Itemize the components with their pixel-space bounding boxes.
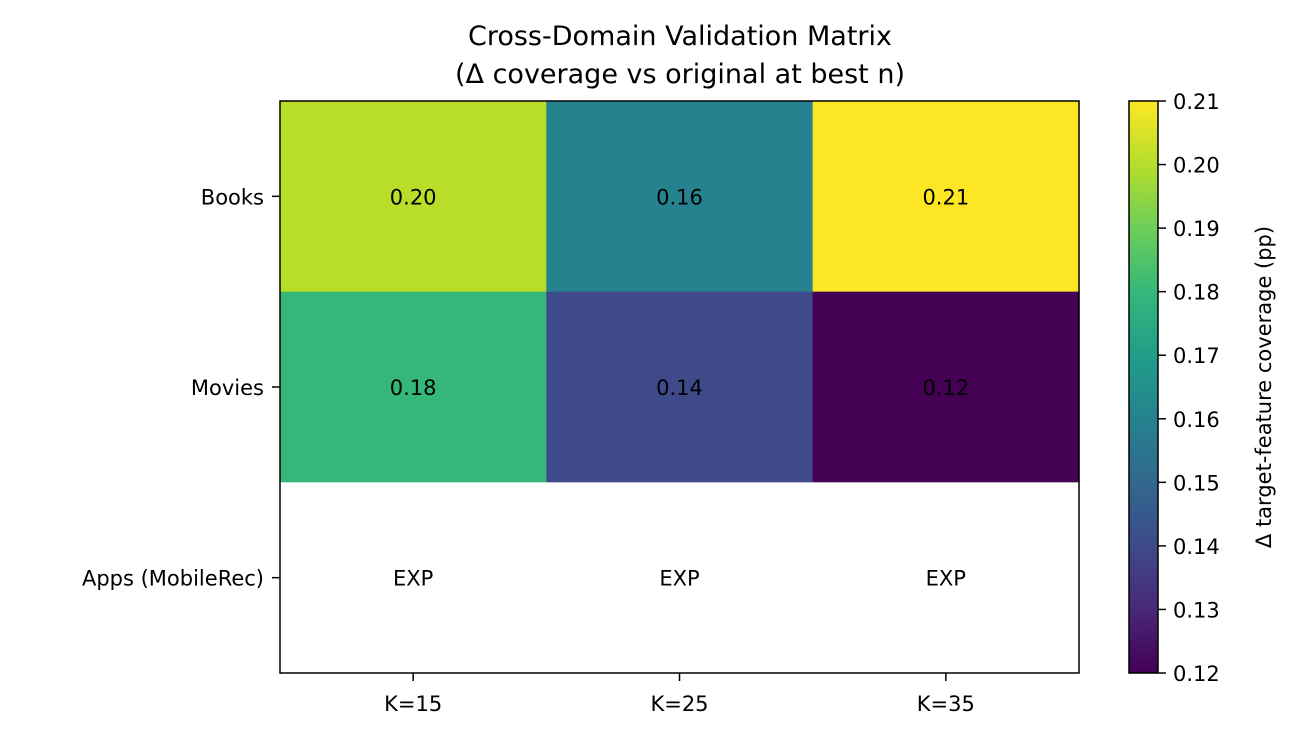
colorbar-tick-label: 0.13	[1173, 598, 1220, 622]
x-tick-label: K=15	[384, 692, 442, 716]
colorbar: 0.12 0.13 0.14 0.15 0.16 0.17 0.18 0.19 0.20 0.21…	[1128, 90, 1276, 686]
cell-value-label: 0.20	[390, 185, 437, 209]
heatmap-cell	[280, 101, 547, 293]
heatmap-cell	[812, 291, 1080, 483]
x-tick-label: K=35	[917, 692, 975, 716]
colorbar-label: Δ target-feature coverage (pp)	[1252, 226, 1276, 548]
heatmap-cell	[812, 482, 1080, 674]
cell-value-label: EXP	[926, 567, 966, 591]
colorbar-tick-label: 0.14	[1173, 535, 1220, 559]
colorbar-tick-label: 0.15	[1173, 471, 1220, 495]
colorbar-ticks: 0.12 0.13 0.14 0.15 0.16 0.17 0.18 0.19 0.20 0.21	[1158, 90, 1220, 686]
cell-value-label: 0.18	[390, 376, 437, 400]
heatmap-cells: 0.20 0.16 0.21 0.18 0.14 0.12 EXP EXP EXP	[280, 101, 1080, 674]
colorbar-tick-label: 0.21	[1173, 90, 1220, 114]
cell-value-label: 0.16	[656, 185, 703, 209]
heatmap-cell	[546, 101, 814, 293]
x-tick-label: K=25	[650, 692, 708, 716]
heatmap-cell	[546, 482, 814, 674]
heatmap-cell	[812, 101, 1080, 293]
y-tick-label: Apps (MobileRec)	[82, 567, 264, 591]
heatmap-cell	[280, 291, 547, 483]
colorbar-tick-label: 0.12	[1173, 662, 1220, 686]
colorbar-tick-label: 0.17	[1173, 344, 1220, 368]
cell-value-label: 0.14	[656, 376, 703, 400]
cell-value-label: 0.21	[922, 185, 969, 209]
y-tick-label: Books	[201, 185, 264, 209]
colorbar-tick-label: 0.19	[1173, 217, 1220, 241]
chart-subtitle: (Δ coverage vs original at best n)	[455, 59, 905, 90]
cell-value-label: EXP	[393, 567, 433, 591]
x-axis: K=15 K=25 K=35	[384, 673, 975, 716]
y-axis: Books Movies Apps (MobileRec)	[82, 185, 280, 591]
cell-value-label: 0.12	[922, 376, 969, 400]
cell-value-label: EXP	[659, 567, 699, 591]
colorbar-gradient	[1128, 100, 1159, 674]
heatmap-cell	[546, 291, 814, 483]
colorbar-tick-label: 0.18	[1173, 281, 1220, 305]
chart-title: Cross-Domain Validation Matrix	[468, 21, 892, 52]
colorbar-tick-label: 0.16	[1173, 408, 1220, 432]
heatmap-cell	[280, 482, 547, 674]
y-tick-label: Movies	[191, 376, 264, 400]
colorbar-tick-label: 0.20	[1173, 154, 1220, 178]
